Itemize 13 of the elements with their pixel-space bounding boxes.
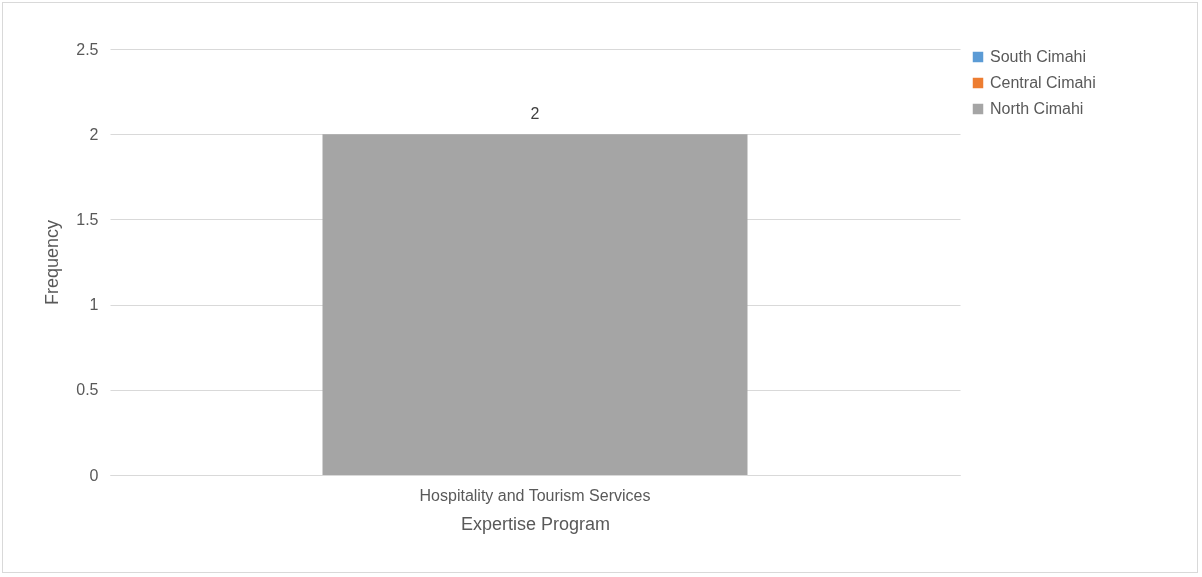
x-tick-label: Hospitality and Tourism Services xyxy=(419,486,651,504)
y-tick-label: 1.5 xyxy=(76,210,99,228)
y-tick-label: 1 xyxy=(89,296,99,314)
legend-label: South Cimahi xyxy=(990,48,1087,65)
legend-label: North Cimahi xyxy=(990,100,1084,117)
x-axis-title: Expertise Program xyxy=(460,513,611,534)
y-tick-label: 0.5 xyxy=(76,381,99,399)
y-tick-label: 2.5 xyxy=(76,40,99,58)
y-tick-label: 2 xyxy=(89,125,99,143)
data-label: 2 xyxy=(530,105,540,123)
y-tick-label: 0 xyxy=(89,466,99,484)
y-axis-title: Frequency xyxy=(42,219,63,306)
legend-label: Central Cimahi xyxy=(990,74,1096,91)
